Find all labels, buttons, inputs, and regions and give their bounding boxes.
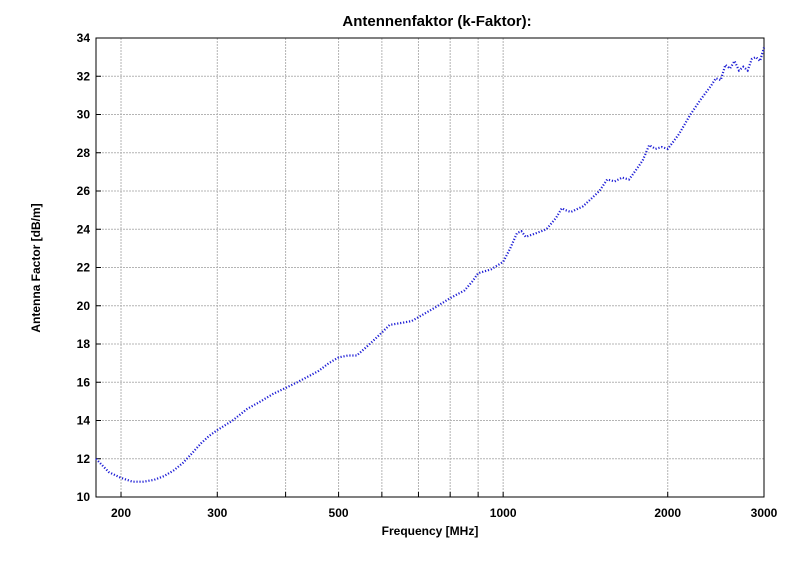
grid-layer <box>96 38 764 497</box>
y-tick-label: 10 <box>77 490 91 504</box>
x-tick-label: 1000 <box>490 506 517 520</box>
x-axis-label: Frequency [MHz] <box>382 524 479 538</box>
y-tick-label: 28 <box>77 146 91 160</box>
y-tick-label: 18 <box>77 337 91 351</box>
y-tick-label: 30 <box>77 108 91 122</box>
x-tick-label: 200 <box>111 506 131 520</box>
y-tick-label: 12 <box>77 452 91 466</box>
antenna-factor-series-line <box>95 47 766 483</box>
tick-layer: 200 300 500 1000 2000 3000 10 12 14 16 18 20 22 24 26 2… <box>77 31 778 520</box>
y-axis-label: Antenna Factor [dB/m] <box>29 203 43 332</box>
y-tick-label: 26 <box>77 184 91 198</box>
chart-title: Antennenfaktor (k-Faktor): <box>342 13 531 30</box>
x-tick-label: 500 <box>329 506 349 520</box>
x-tick-label: 3000 <box>751 506 778 520</box>
y-tick-label: 34 <box>77 31 91 45</box>
y-tick-label: 22 <box>77 261 91 275</box>
y-tick-label: 20 <box>77 299 91 313</box>
y-tick-label: 16 <box>77 375 91 389</box>
x-tick-label: 2000 <box>654 506 681 520</box>
y-tick-label: 14 <box>77 414 91 428</box>
y-tick-label: 24 <box>77 222 91 236</box>
y-tick-label: 32 <box>77 69 91 83</box>
series-layer <box>95 47 766 483</box>
x-tick-label: 300 <box>207 506 227 520</box>
